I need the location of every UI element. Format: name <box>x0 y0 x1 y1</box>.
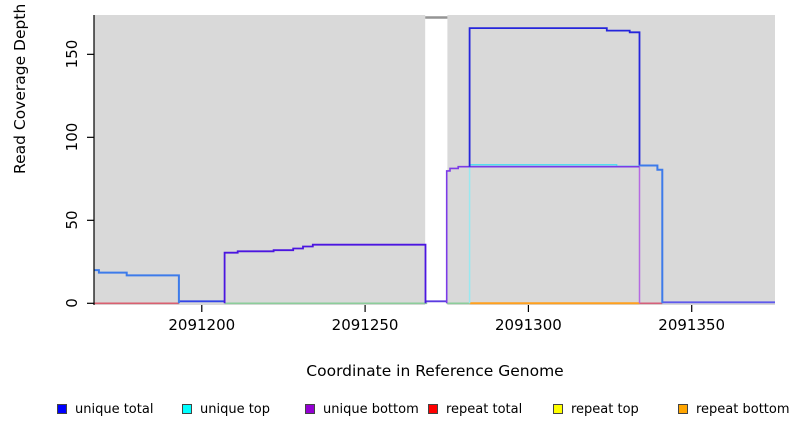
y-tick-label-50: 50 <box>63 210 81 230</box>
y-tick-label-0: 0 <box>63 298 81 309</box>
series-segment-total-right-steps <box>639 164 664 304</box>
series-segment-total-high-box <box>468 27 641 167</box>
y-axis-title-text: Read Coverage Depth <box>11 3 29 174</box>
x-axis-title: Coordinate in Reference Genome <box>306 362 563 380</box>
x-tick-label-2091350: 2091350 <box>658 316 726 334</box>
y-tick-label-150: 150 <box>63 40 81 69</box>
masked-region-band <box>425 15 448 305</box>
series-segment-unique-bottom-right <box>445 165 640 304</box>
x-tick-label-2091200: 2091200 <box>168 316 236 334</box>
x-tick-label-2091300: 2091300 <box>494 316 562 334</box>
y-tick-label-100: 100 <box>63 122 81 152</box>
x-tick-label-2091250: 2091250 <box>331 316 399 334</box>
series-segment-total-mid-steps <box>223 243 427 304</box>
series-segment-total-left-steps <box>94 269 180 304</box>
x-axis-title-text: Coordinate in Reference Genome <box>306 362 564 380</box>
y-axis-title: Read Coverage Depth <box>11 4 29 174</box>
